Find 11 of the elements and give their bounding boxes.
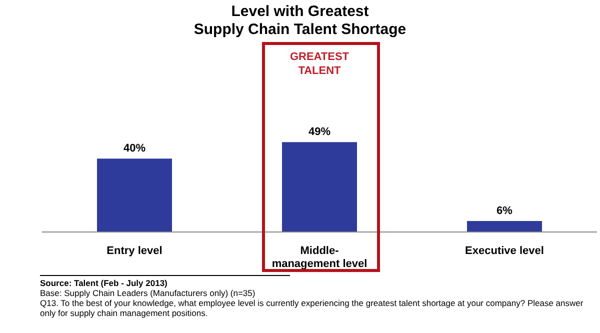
- source-note: Source: Talent (Feb - July 2013): [40, 278, 168, 288]
- chart-title: Level with Greatest Supply Chain Talent Shortage: [192, 3, 408, 39]
- text: Base: Supply Chain Leaders (Manufacturers only) (n=35): [40, 288, 256, 298]
- data-label: 6%: [496, 204, 513, 217]
- x-tick-label: Middle-management level: [272, 245, 368, 270]
- data-label: 49%: [308, 126, 331, 138]
- text: GREATEST TALENT: [288, 50, 350, 78]
- text: Q13. To the best of your knowledge, what employee level is currently experiencing the greatest talent shortage at your company? Please answer only for supply chain management positions.: [40, 298, 584, 318]
- x-tick-label: Entry level: [106, 245, 162, 257]
- x-tick-label: Executive level: [465, 245, 544, 257]
- data-label: 40%: [123, 142, 146, 155]
